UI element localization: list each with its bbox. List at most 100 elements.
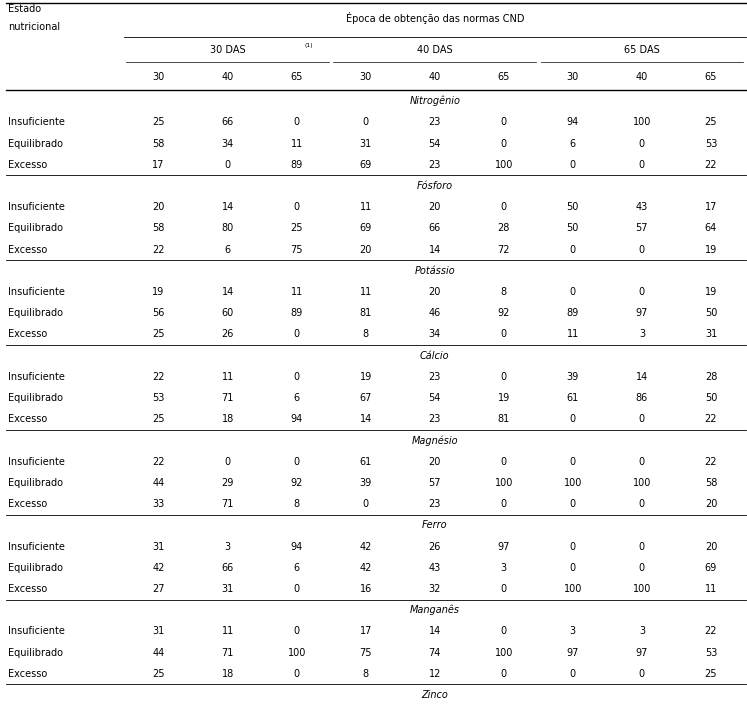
Text: 0: 0 xyxy=(570,414,576,424)
Text: 89: 89 xyxy=(291,160,303,170)
Text: 0: 0 xyxy=(570,245,576,255)
Text: 94: 94 xyxy=(291,542,303,551)
Text: 54: 54 xyxy=(429,393,441,403)
Text: 17: 17 xyxy=(704,202,717,212)
Text: 14: 14 xyxy=(359,414,372,424)
Text: 17: 17 xyxy=(152,160,165,170)
Text: 75: 75 xyxy=(359,648,372,658)
Text: 19: 19 xyxy=(152,287,164,297)
Text: 8: 8 xyxy=(362,669,369,679)
Text: 66: 66 xyxy=(221,563,234,573)
Text: Insuficiente: Insuficiente xyxy=(8,542,65,551)
Text: 20: 20 xyxy=(429,287,441,297)
Text: 11: 11 xyxy=(291,139,303,148)
Text: 25: 25 xyxy=(704,669,717,679)
Text: 0: 0 xyxy=(639,414,645,424)
Text: 0: 0 xyxy=(294,329,300,339)
Text: 11: 11 xyxy=(291,287,303,297)
Text: 97: 97 xyxy=(636,648,648,658)
Text: 16: 16 xyxy=(359,584,372,594)
Text: 69: 69 xyxy=(359,160,372,170)
Text: Equilibrado: Equilibrado xyxy=(8,563,63,573)
Text: 65: 65 xyxy=(291,72,303,82)
Text: Fósforo: Fósforo xyxy=(417,181,453,191)
Text: Insuficiente: Insuficiente xyxy=(8,372,65,382)
Text: 100: 100 xyxy=(564,478,582,488)
Text: 6: 6 xyxy=(294,393,300,403)
Text: 0: 0 xyxy=(500,202,507,212)
Text: 39: 39 xyxy=(359,478,372,488)
Text: 74: 74 xyxy=(429,648,441,658)
Text: 22: 22 xyxy=(152,245,165,255)
Text: 58: 58 xyxy=(152,223,165,233)
Text: 25: 25 xyxy=(291,223,303,233)
Text: 25: 25 xyxy=(704,117,717,127)
Text: Insuficiente: Insuficiente xyxy=(8,457,65,467)
Text: 0: 0 xyxy=(570,160,576,170)
Text: 0: 0 xyxy=(294,626,300,636)
Text: 26: 26 xyxy=(221,329,234,339)
Text: 31: 31 xyxy=(152,542,164,551)
Text: Equilibrado: Equilibrado xyxy=(8,139,63,148)
Text: 25: 25 xyxy=(152,329,165,339)
Text: 23: 23 xyxy=(429,372,441,382)
Text: 11: 11 xyxy=(359,287,372,297)
Text: 18: 18 xyxy=(221,669,234,679)
Text: 0: 0 xyxy=(639,669,645,679)
Text: 0: 0 xyxy=(639,139,645,148)
Text: 61: 61 xyxy=(567,393,579,403)
Text: 3: 3 xyxy=(639,329,645,339)
Text: 3: 3 xyxy=(500,563,507,573)
Text: Excesso: Excesso xyxy=(8,499,48,509)
Text: 64: 64 xyxy=(705,223,717,233)
Text: Equilibrado: Equilibrado xyxy=(8,223,63,233)
Text: 75: 75 xyxy=(291,245,303,255)
Text: 94: 94 xyxy=(291,414,303,424)
Text: 31: 31 xyxy=(359,139,372,148)
Text: 71: 71 xyxy=(221,648,234,658)
Text: 23: 23 xyxy=(429,117,441,127)
Text: 25: 25 xyxy=(152,414,165,424)
Text: 0: 0 xyxy=(639,287,645,297)
Text: 8: 8 xyxy=(362,329,369,339)
Text: 11: 11 xyxy=(221,626,234,636)
Text: 50: 50 xyxy=(704,393,717,403)
Text: 57: 57 xyxy=(636,223,648,233)
Text: 46: 46 xyxy=(429,308,441,318)
Text: 39: 39 xyxy=(567,372,579,382)
Text: 20: 20 xyxy=(704,542,717,551)
Text: 100: 100 xyxy=(495,160,513,170)
Text: 19: 19 xyxy=(705,287,717,297)
Text: 19: 19 xyxy=(498,393,510,403)
Text: Insuficiente: Insuficiente xyxy=(8,117,65,127)
Text: 0: 0 xyxy=(362,499,369,509)
Text: 0: 0 xyxy=(500,117,507,127)
Text: 0: 0 xyxy=(500,669,507,679)
Text: 8: 8 xyxy=(294,499,300,509)
Text: 0: 0 xyxy=(639,499,645,509)
Text: Ferro: Ferro xyxy=(422,520,447,530)
Text: 53: 53 xyxy=(152,393,165,403)
Text: 14: 14 xyxy=(221,202,234,212)
Text: Manganês: Manganês xyxy=(410,605,459,615)
Text: 30: 30 xyxy=(567,72,579,82)
Text: 0: 0 xyxy=(639,160,645,170)
Text: 31: 31 xyxy=(705,329,717,339)
Text: 50: 50 xyxy=(567,202,579,212)
Text: 71: 71 xyxy=(221,499,234,509)
Text: 0: 0 xyxy=(570,499,576,509)
Text: 0: 0 xyxy=(294,117,300,127)
Text: 92: 92 xyxy=(291,478,303,488)
Text: 100: 100 xyxy=(288,648,306,658)
Text: 44: 44 xyxy=(152,648,164,658)
Text: 23: 23 xyxy=(429,499,441,509)
Text: Estado: Estado xyxy=(8,4,41,14)
Text: 20: 20 xyxy=(359,245,372,255)
Text: 0: 0 xyxy=(500,457,507,467)
Text: 65 DAS: 65 DAS xyxy=(624,45,660,55)
Text: 56: 56 xyxy=(152,308,165,318)
Text: 31: 31 xyxy=(152,626,164,636)
Text: Equilibrado: Equilibrado xyxy=(8,393,63,403)
Text: 14: 14 xyxy=(429,626,441,636)
Text: 40 DAS: 40 DAS xyxy=(417,45,453,55)
